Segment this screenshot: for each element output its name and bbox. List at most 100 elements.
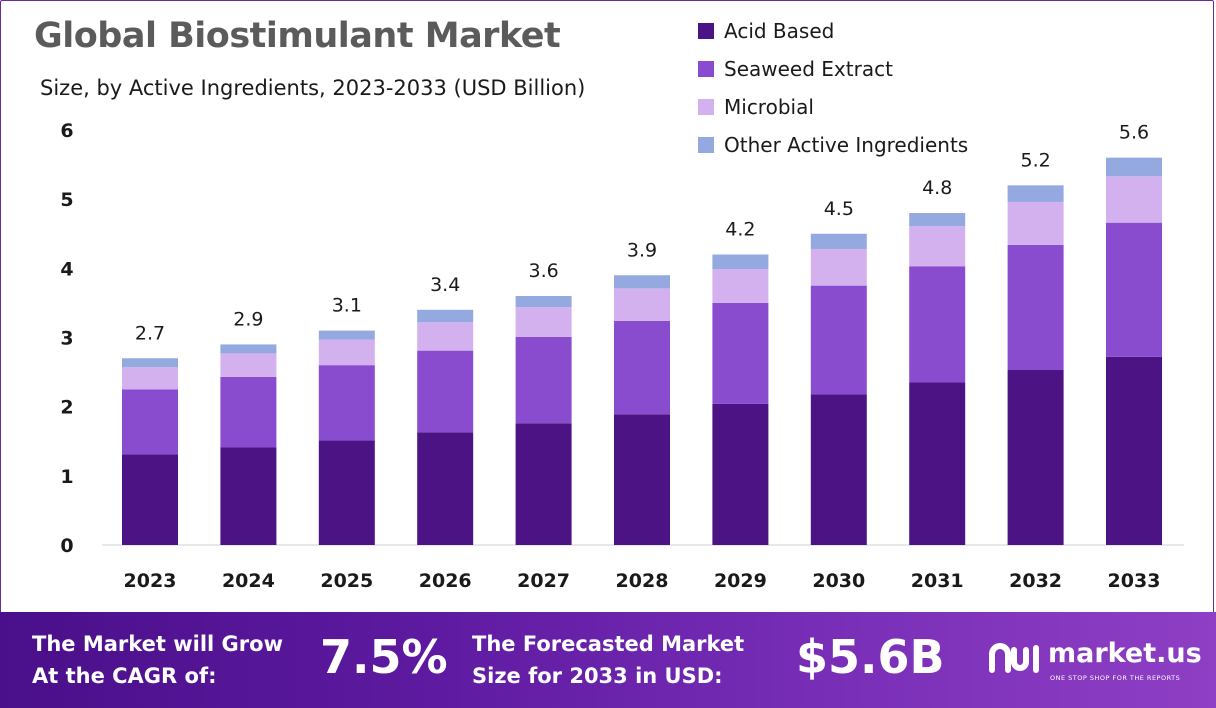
bar-segment-seaweed xyxy=(614,320,670,415)
x-tick-label: 2031 xyxy=(911,570,964,592)
bar-segment-acid xyxy=(220,447,277,545)
legend-item-other-active-ingredients: Other Active Ingredients xyxy=(698,126,968,164)
chart-title: Global Biostimulant Market xyxy=(34,16,561,56)
bar-segment-seaweed xyxy=(318,365,375,441)
bar-segment-seaweed xyxy=(122,389,178,455)
forecast-value: $5.6B xyxy=(796,630,945,684)
legend-swatch-acid-based xyxy=(698,23,714,39)
bar-segment-acid xyxy=(712,403,769,545)
bar-segment-seaweed xyxy=(220,376,277,448)
bar-total-label: 3.9 xyxy=(627,239,657,261)
bar-total-label: 3.6 xyxy=(528,260,558,282)
stacked-bar-chart: 0 1 2 3 4 5 6 2.7 2023 2.9 2024 3.1 2025 3.4 2026 3.6 20… xyxy=(60,120,1184,592)
bar-segment-other xyxy=(712,254,769,270)
bar-segment-microbial xyxy=(318,339,375,366)
forecast-text-line2: Size for 2033 in USD: xyxy=(472,664,723,688)
bar-segment-microbial xyxy=(1007,201,1064,245)
market-us-logo-icon xyxy=(989,643,1039,673)
bar-segment-microbial xyxy=(417,322,474,351)
legend-item-microbial: Microbial xyxy=(698,88,968,126)
brand-tagline: ONE STOP SHOP FOR THE REPORTS xyxy=(1050,674,1181,682)
bar-segment-microbial xyxy=(909,226,966,267)
legend-swatch-microbial xyxy=(698,99,714,115)
bar-segment-acid xyxy=(318,440,375,545)
bar-total-label: 2.7 xyxy=(135,322,165,344)
x-tick-label: 2030 xyxy=(812,570,865,592)
bar-segment-seaweed xyxy=(417,350,474,433)
legend-label-acid-based: Acid Based xyxy=(724,19,835,43)
x-tick-label: 2028 xyxy=(616,570,669,592)
cagr-text: The Market will Grow At the CAGR of: xyxy=(32,628,283,692)
bar-segment-seaweed xyxy=(515,336,572,424)
bar-segment-acid xyxy=(417,432,474,545)
bar-segment-seaweed xyxy=(810,285,867,395)
cagr-value: 7.5% xyxy=(320,630,448,684)
forecast-text: The Forecasted Market Size for 2033 in U… xyxy=(472,628,744,692)
bar-total-label: 2.9 xyxy=(233,308,263,330)
bar-segment-acid xyxy=(614,414,670,545)
y-tick-label: 1 xyxy=(60,466,73,488)
bar-segment-seaweed xyxy=(909,266,966,383)
legend-item-seaweed-extract: Seaweed Extract xyxy=(698,50,968,88)
bar-segment-other xyxy=(810,233,867,249)
bar-segment-other xyxy=(614,275,670,289)
bar-segment-acid xyxy=(122,454,178,545)
x-tick-label: 2023 xyxy=(124,570,177,592)
bar-segment-microbial xyxy=(614,288,670,321)
bar-total-label: 4.2 xyxy=(725,219,755,241)
x-tick-label: 2026 xyxy=(419,570,472,592)
footer-banner: The Market will Grow At the CAGR of: 7.5… xyxy=(0,612,1216,708)
legend-label-microbial: Microbial xyxy=(724,95,814,119)
bar-segment-other xyxy=(515,296,572,308)
bar-segment-acid xyxy=(515,423,572,545)
bar-segment-acid xyxy=(810,394,867,545)
bar-segment-microbial xyxy=(515,307,572,337)
bar-segment-microbial xyxy=(220,353,277,377)
y-tick-label: 3 xyxy=(60,328,73,350)
bar-segment-other xyxy=(1106,157,1162,177)
bar-segment-other xyxy=(122,358,178,368)
y-tick-label: 2 xyxy=(60,397,73,419)
bar-segment-other xyxy=(909,213,966,227)
bar-total-label: 3.1 xyxy=(332,295,362,317)
legend-swatch-other-active-ingredients xyxy=(698,137,714,153)
y-tick-label: 5 xyxy=(60,189,73,211)
chart-legend: Acid Based Seaweed Extract Microbial Oth… xyxy=(698,12,968,164)
x-tick-label: 2027 xyxy=(517,570,570,592)
bar-segment-acid xyxy=(1106,356,1162,545)
y-tick-label: 6 xyxy=(60,120,73,142)
bar-segment-seaweed xyxy=(1106,222,1162,357)
bar-segment-seaweed xyxy=(712,302,769,404)
bar-segment-microbial xyxy=(122,367,178,390)
bar-segment-seaweed xyxy=(1007,244,1064,371)
bar-total-label: 3.4 xyxy=(430,274,460,296)
bar-segment-microbial xyxy=(712,269,769,303)
bar-segment-other xyxy=(318,330,375,340)
x-tick-label: 2033 xyxy=(1108,570,1161,592)
bar-segment-acid xyxy=(909,382,966,545)
bar-segment-microbial xyxy=(1106,176,1162,223)
x-tick-label: 2029 xyxy=(714,570,767,592)
x-tick-label: 2024 xyxy=(222,570,275,592)
brand-name: market.us xyxy=(1048,638,1202,669)
bar-total-label: 5.2 xyxy=(1020,149,1050,171)
bar-total-label: 5.6 xyxy=(1119,122,1149,144)
forecast-text-line1: The Forecasted Market xyxy=(472,632,745,656)
bar-segment-other xyxy=(220,344,277,354)
legend-label-other-active-ingredients: Other Active Ingredients xyxy=(724,133,969,157)
bar-segment-microbial xyxy=(810,248,867,286)
cagr-text-line2: At the CAGR of: xyxy=(32,664,217,688)
x-tick-label: 2032 xyxy=(1009,570,1062,592)
x-tick-label: 2025 xyxy=(320,570,373,592)
legend-item-acid-based: Acid Based xyxy=(698,12,968,50)
chart-subtitle: Size, by Active Ingredients, 2023-2033 (… xyxy=(40,76,586,100)
cagr-text-line1: The Market will Grow xyxy=(32,632,283,656)
bar-segment-other xyxy=(417,309,474,323)
legend-swatch-seaweed-extract xyxy=(698,61,714,77)
legend-label-seaweed-extract: Seaweed Extract xyxy=(724,57,893,81)
y-tick-label: 0 xyxy=(60,535,73,557)
bar-segment-acid xyxy=(1007,370,1064,545)
bar-total-label: 4.8 xyxy=(922,177,952,199)
bar-segment-other xyxy=(1007,185,1064,202)
bar-total-label: 4.5 xyxy=(824,198,854,220)
